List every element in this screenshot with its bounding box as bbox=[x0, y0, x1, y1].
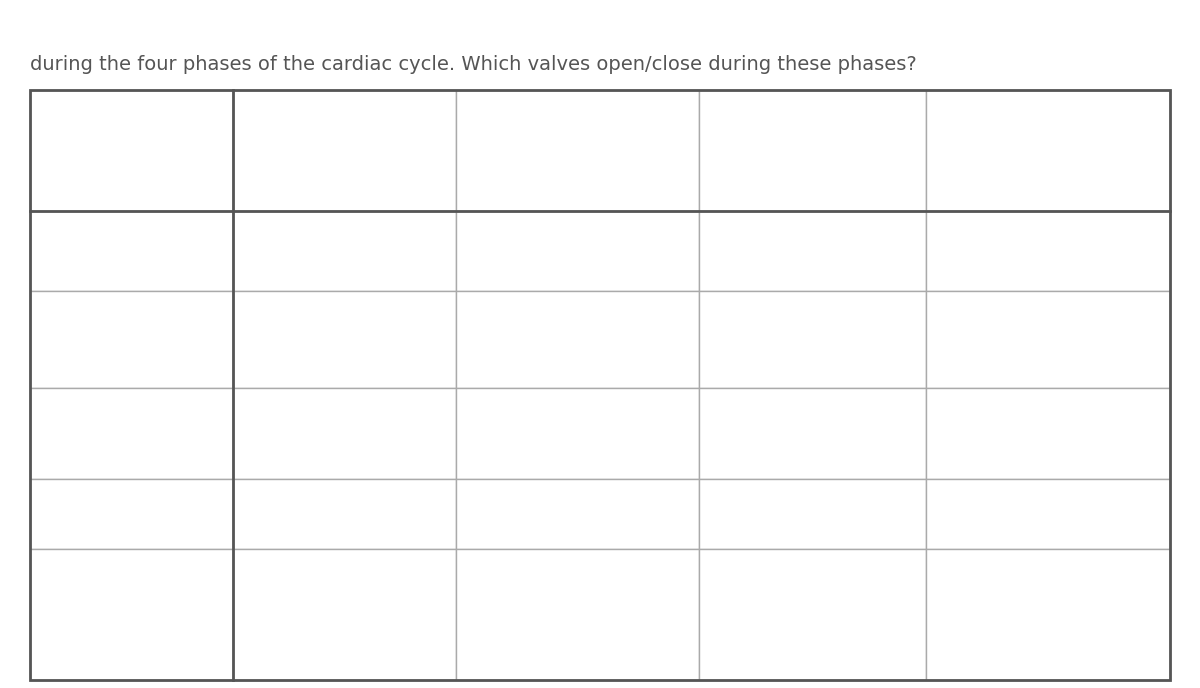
Text: Ventricular
Volume: Ventricular Volume bbox=[42, 320, 140, 358]
Text: Blood Flow: Blood Flow bbox=[42, 241, 139, 260]
Text: Which valves
open/close in
the beginning of: Which valves open/close in the beginning… bbox=[42, 585, 190, 644]
Text: Ventricular
Pressure: Ventricular Pressure bbox=[42, 414, 140, 453]
Text: Isovolumetric
Contraction: Isovolumetric Contraction bbox=[468, 131, 590, 170]
Text: Ventricular
Ejection: Ventricular Ejection bbox=[712, 131, 809, 170]
Text: Ventricular
Filling: Ventricular Filling bbox=[245, 131, 343, 170]
Text: Aortic Pressure: Aortic Pressure bbox=[42, 505, 178, 523]
Text: during the four phases of the cardiac cycle. Which valves open/close during thes: during the four phases of the cardiac cy… bbox=[30, 55, 917, 74]
Text: Isovolumetric
Relaxation: Isovolumetric Relaxation bbox=[938, 131, 1060, 170]
Text: Low: Low bbox=[245, 241, 281, 260]
